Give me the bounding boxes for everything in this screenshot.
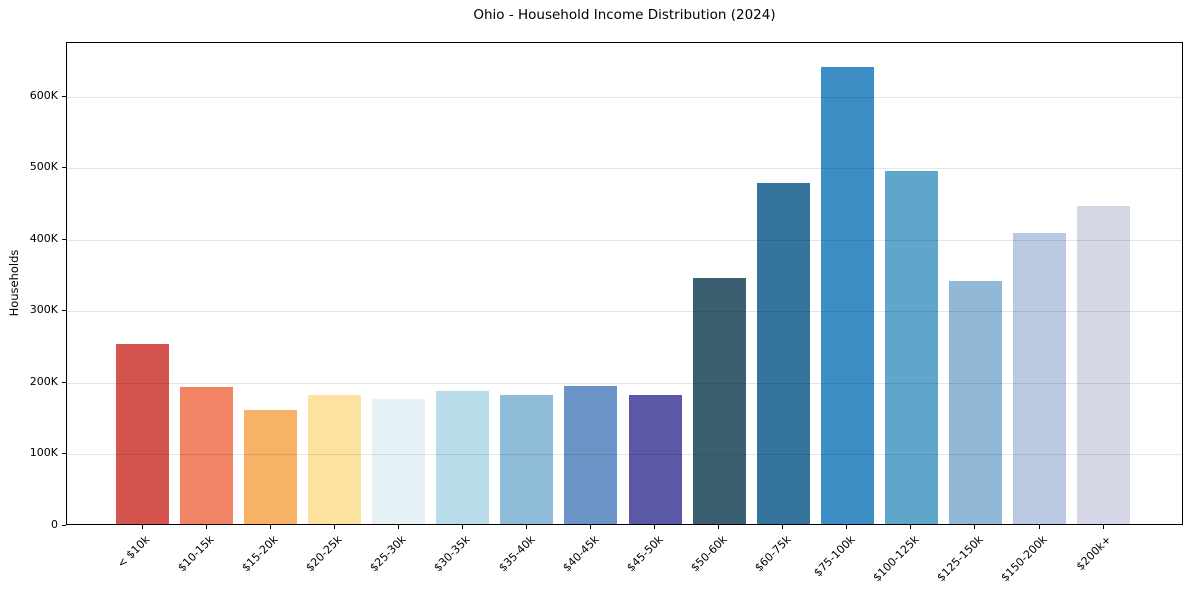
bar — [756, 183, 810, 524]
bar — [884, 171, 938, 524]
gridline — [67, 311, 1182, 313]
y-tick-mark — [62, 453, 66, 455]
bar — [564, 385, 618, 524]
x-tick-mark — [590, 525, 591, 529]
bar — [116, 343, 169, 524]
gridline — [67, 96, 1182, 98]
bar — [308, 395, 362, 524]
x-tick-mark — [974, 525, 976, 529]
x-tick-label: < $10k — [115, 533, 153, 571]
x-tick-mark — [846, 525, 848, 529]
x-tick-mark — [141, 525, 143, 529]
y-tick-mark — [62, 525, 66, 526]
y-tick-mark — [62, 238, 66, 240]
gridline — [67, 454, 1182, 456]
x-tick-mark — [525, 525, 527, 529]
y-tick-label: 0 — [51, 518, 58, 531]
x-tick-label: $100-125k — [870, 533, 922, 585]
x-tick-mark — [205, 525, 207, 529]
y-tick-label: 600K — [29, 88, 58, 102]
x-tick-label: $25-30k — [367, 533, 409, 575]
bar — [372, 398, 426, 524]
x-tick-label: $30-35k — [431, 533, 473, 575]
grid-layer — [67, 43, 1182, 524]
y-tick-label: 400K — [29, 231, 58, 245]
y-tick-mark — [62, 95, 66, 97]
bar — [500, 394, 554, 524]
x-tick-mark — [654, 525, 656, 529]
x-tick-mark — [461, 525, 463, 529]
x-tick-label: $75-100k — [811, 533, 858, 580]
bar — [948, 280, 1002, 524]
gridline — [67, 168, 1182, 170]
x-tick-label: $15-20k — [239, 533, 281, 575]
x-tick-mark — [1102, 525, 1104, 529]
x-tick-label: $60-75k — [752, 533, 794, 575]
x-tick-label: $50-60k — [688, 533, 730, 575]
bar — [628, 394, 682, 524]
x-tick-mark — [397, 525, 399, 529]
gridline — [67, 239, 1182, 241]
x-tick-label: $20-25k — [303, 533, 345, 575]
chart-title: Ohio - Household Income Distribution (20… — [473, 7, 776, 23]
bar — [820, 66, 874, 524]
y-tick-label: 200K — [29, 374, 58, 388]
bar-layer — [67, 43, 1182, 524]
bar — [1012, 232, 1066, 524]
x-tick-mark — [1038, 525, 1040, 529]
x-tick-label: $150-200k — [998, 533, 1050, 585]
y-tick-label: 300K — [29, 303, 58, 317]
bar — [436, 390, 490, 524]
x-tick-label: $35-40k — [495, 533, 538, 575]
y-tick-mark — [62, 381, 66, 383]
y-tick-label: 100K — [29, 446, 58, 460]
x-tick-mark — [910, 525, 912, 529]
x-tick-mark — [782, 525, 784, 529]
y-tick-label: 500K — [29, 160, 58, 174]
bar — [1077, 206, 1131, 524]
x-tick-mark — [333, 525, 335, 529]
x-tick-label: $45-50k — [624, 533, 666, 575]
x-tick-label: $125-150k — [934, 533, 986, 585]
y-tick-mark — [62, 310, 66, 312]
bar — [692, 277, 746, 524]
y-tick-mark — [62, 167, 66, 169]
x-tick-label: $40-45k — [559, 533, 602, 575]
bar — [244, 409, 298, 524]
gridline — [67, 382, 1182, 384]
bar — [180, 386, 234, 524]
x-tick-mark — [269, 525, 271, 529]
x-tick-mark — [718, 525, 720, 529]
x-tick-label: $10-15k — [175, 533, 217, 575]
plot-area — [66, 42, 1183, 525]
x-tick-label: $200k+ — [1073, 533, 1114, 574]
